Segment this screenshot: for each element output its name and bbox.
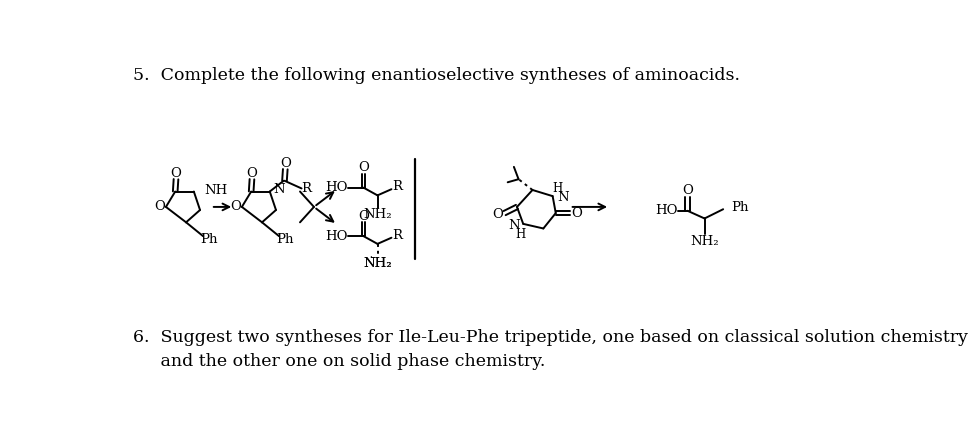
Text: HO: HO <box>656 204 678 217</box>
Text: NH₂: NH₂ <box>691 235 719 248</box>
Text: O: O <box>246 167 257 179</box>
Text: H: H <box>515 228 525 241</box>
Text: Ph: Ph <box>730 201 748 214</box>
Text: O: O <box>358 161 369 174</box>
Text: Ph: Ph <box>201 233 218 246</box>
Text: R: R <box>301 182 312 195</box>
Text: O: O <box>682 184 693 197</box>
Text: O: O <box>170 167 181 179</box>
Text: NH: NH <box>204 184 227 197</box>
Text: 6.  Suggest two syntheses for Ile-Leu-Phe tripeptide, one based on classical sol: 6. Suggest two syntheses for Ile-Leu-Phe… <box>132 329 967 346</box>
Text: 5.  Complete the following enantioselective syntheses of aminoacids.: 5. Complete the following enantioselecti… <box>132 67 739 84</box>
Text: HO: HO <box>325 181 348 194</box>
Text: NH₂: NH₂ <box>363 258 392 270</box>
Text: NH₂: NH₂ <box>363 208 392 221</box>
Text: N: N <box>508 219 520 232</box>
Text: R: R <box>392 229 402 242</box>
Text: N: N <box>557 191 569 204</box>
Text: O: O <box>358 209 369 223</box>
Text: Ph: Ph <box>277 233 294 246</box>
Text: O: O <box>230 200 242 213</box>
Text: R: R <box>392 180 402 194</box>
Text: and the other one on solid phase chemistry.: and the other one on solid phase chemist… <box>132 353 545 370</box>
Text: O: O <box>571 206 582 220</box>
Text: O: O <box>280 157 290 169</box>
Text: HO: HO <box>325 230 348 243</box>
Text: O: O <box>492 208 503 221</box>
Text: ṄH₂: ṄH₂ <box>363 258 392 270</box>
Text: N: N <box>273 183 284 197</box>
Text: H: H <box>552 182 562 195</box>
Text: O: O <box>154 200 166 213</box>
